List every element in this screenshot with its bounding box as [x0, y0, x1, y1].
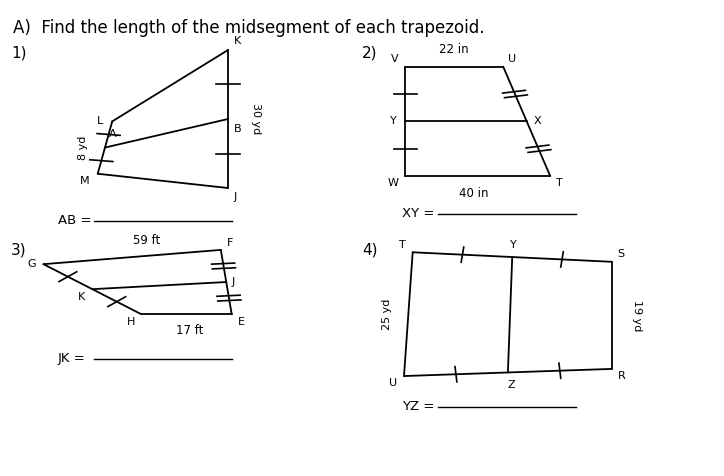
- Text: AB =: AB =: [58, 214, 91, 227]
- Text: S: S: [618, 249, 625, 259]
- Text: T: T: [399, 240, 405, 250]
- Text: 1): 1): [11, 45, 26, 60]
- Text: XY =: XY =: [402, 207, 434, 220]
- Text: U: U: [389, 378, 397, 388]
- Text: G: G: [28, 259, 36, 269]
- Text: K: K: [77, 291, 85, 302]
- Text: 3): 3): [11, 243, 27, 258]
- Text: JK =: JK =: [58, 352, 85, 365]
- Text: 4): 4): [362, 243, 377, 258]
- Text: W: W: [387, 178, 398, 188]
- Text: YZ =: YZ =: [402, 400, 434, 413]
- Text: T: T: [556, 178, 563, 188]
- Text: A: A: [109, 129, 117, 139]
- Text: 25 yd: 25 yd: [382, 298, 392, 330]
- Text: 17 ft: 17 ft: [177, 324, 203, 337]
- Text: 30 yd: 30 yd: [251, 103, 261, 135]
- Text: 8 yd: 8 yd: [78, 135, 88, 160]
- Text: F: F: [227, 238, 233, 248]
- Text: X: X: [534, 116, 542, 127]
- Text: K: K: [234, 36, 241, 46]
- Text: A)  Find the length of the midsegment of each trapezoid.: A) Find the length of the midsegment of …: [13, 19, 484, 37]
- Text: B: B: [234, 124, 242, 134]
- Text: R: R: [618, 371, 626, 381]
- Text: L: L: [97, 116, 104, 127]
- Text: J: J: [232, 277, 235, 287]
- Text: J: J: [234, 192, 237, 202]
- Text: 19 yd: 19 yd: [632, 300, 642, 331]
- Text: E: E: [237, 317, 245, 327]
- Text: V: V: [390, 54, 398, 64]
- Text: 22 in: 22 in: [439, 43, 469, 56]
- Text: Z: Z: [508, 380, 515, 390]
- Text: 2): 2): [362, 45, 377, 60]
- Text: 40 in: 40 in: [460, 187, 489, 199]
- Text: U: U: [508, 54, 515, 64]
- Text: M: M: [80, 176, 89, 186]
- Text: 59 ft: 59 ft: [133, 234, 160, 247]
- Text: Y: Y: [390, 116, 397, 127]
- Text: Y: Y: [510, 240, 517, 250]
- Text: H: H: [127, 317, 135, 327]
